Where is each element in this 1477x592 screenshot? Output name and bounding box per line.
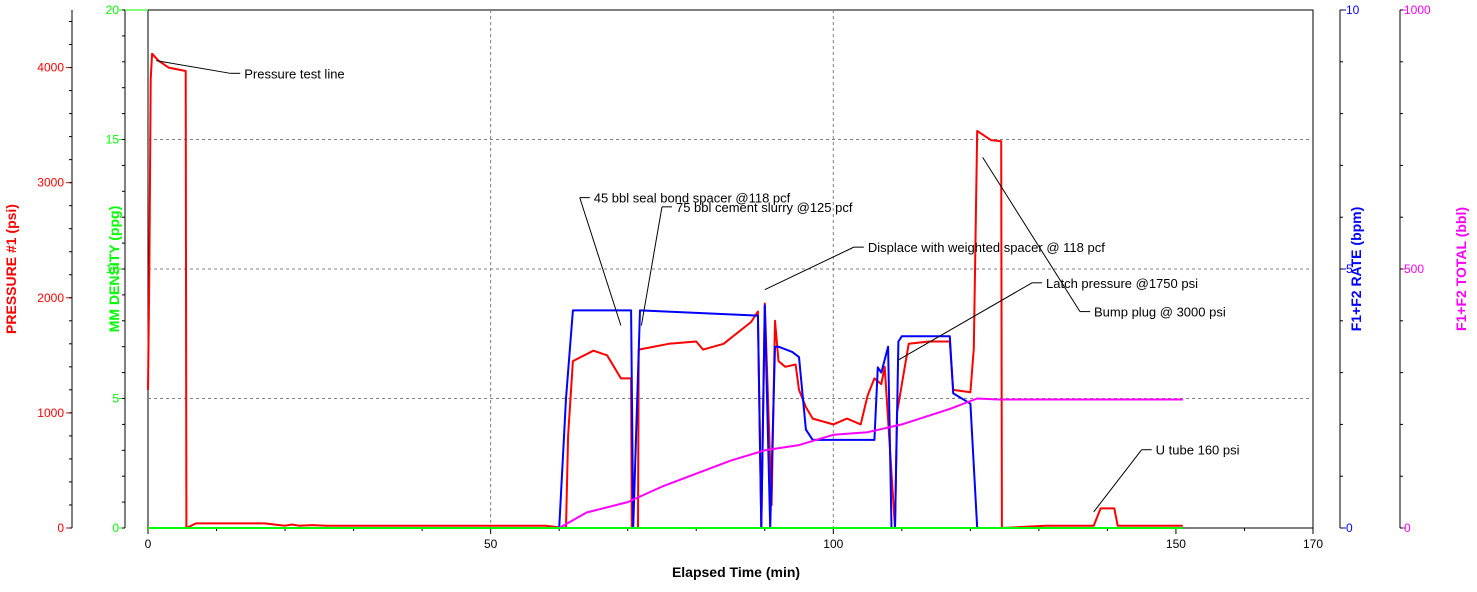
series [147, 52, 1183, 529]
series-line-rate [148, 304, 1183, 529]
total-axis-title: F1+F2 TOTAL (bbl) [1453, 207, 1469, 331]
annotation-leader [982, 157, 1081, 312]
annotation-leader [898, 282, 1033, 361]
total-tick-label: 0 [1404, 521, 1411, 535]
density-tick-label: 20 [106, 3, 120, 17]
rate-tick-label: 5 [1346, 262, 1353, 276]
annotation-label: 45 bbl seal bond spacer @118 pcf [594, 191, 791, 206]
x-tick-label: 170 [1303, 537, 1323, 551]
annotation-label: Latch pressure @1750 psi [1046, 276, 1198, 291]
pressure-tick-label: 2000 [37, 291, 64, 305]
total-tick-label: 500 [1404, 262, 1424, 276]
rate-tick-label: 0 [1346, 521, 1353, 535]
density-tick-label: 15 [106, 133, 120, 147]
density-axis-title: MM DENSITY (ppg) [106, 206, 122, 333]
x-axis-label: Elapsed Time (min) [672, 564, 800, 580]
annotation-leader [1093, 449, 1143, 513]
density-tick-label: 0 [112, 521, 119, 535]
pressure-tick-label: 1000 [37, 406, 64, 420]
density-tick-label: 10 [106, 262, 120, 276]
x-tick-label: 150 [1166, 537, 1186, 551]
series-line-total [148, 397, 1183, 529]
series-line-pressure [147, 52, 1183, 529]
annotation-leader [156, 60, 231, 74]
pressure-tick-label: 4000 [37, 61, 64, 75]
annotation-leader [579, 197, 622, 326]
rate-axis-title: F1+F2 RATE (bpm) [1348, 207, 1364, 332]
pressure-tick-label: 3000 [37, 176, 64, 190]
x-tick-label: 0 [145, 537, 152, 551]
annotation-label: Pressure test line [244, 66, 344, 81]
annotation-leader [640, 206, 663, 326]
annotation-label: Bump plug @ 3000 psi [1094, 305, 1226, 320]
x-tick-label: 50 [484, 537, 498, 551]
annotations: Pressure test line 45 bbl seal bond space… [156, 60, 1240, 513]
total-tick-label: 1000 [1404, 3, 1431, 17]
pressure-axis-title: PRESSURE #1 (psi) [3, 204, 19, 334]
grid [147, 9, 1314, 529]
pressure-tick-label: 0 [57, 521, 64, 535]
annotation-label: U tube 160 psi [1156, 443, 1240, 458]
density-tick-label: 5 [112, 392, 119, 406]
annotation-leader [764, 246, 855, 291]
x-tick-label: 100 [823, 537, 843, 551]
annotation-label: 75 bbl cement slurry @125 pcf [676, 200, 853, 215]
annotation-label: Displace with weighted spacer @ 118 pcf [868, 240, 1105, 255]
rate-tick-label: 10 [1346, 3, 1360, 17]
